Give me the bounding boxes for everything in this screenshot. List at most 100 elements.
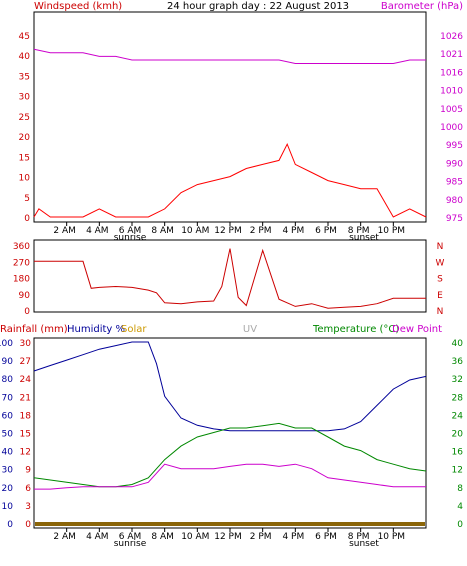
bottom-x-tick-label: 12 PM	[214, 532, 242, 542]
humidity-axis-label: Humidity %	[67, 324, 125, 335]
barometer-axis-label: Barometer (hPa)	[381, 1, 463, 12]
humidity-tick-label: 50	[2, 430, 14, 440]
direction-compass-tick: W	[436, 258, 445, 268]
barometer-tick-label: 1010	[440, 87, 463, 97]
direction-degree-tick: 180	[13, 275, 30, 285]
rainfall-tick-label: 6	[25, 484, 31, 494]
bottom-x-tick-label: 4 AM	[86, 532, 109, 542]
direction-degree-tick: 0	[24, 307, 30, 317]
temperature-tick-label: 4	[457, 502, 463, 512]
bottom-x-tick-label: 4 PM	[282, 532, 304, 542]
wind-tick-label: 15	[19, 153, 30, 163]
rainfall-axis-label: Rainfall (mm)	[0, 324, 68, 335]
barometer-tick-label: 990	[446, 159, 463, 169]
wind-tick-label: 20	[19, 133, 31, 143]
bottom-panel-frame	[33, 337, 427, 529]
top-x-tick-label: 12 PM	[214, 226, 242, 236]
rainfall-tick-label: 27	[20, 357, 31, 367]
top-x-tick-label: 2 AM	[53, 226, 76, 236]
humidity-line	[33, 341, 427, 432]
rainfall-tick-label: 9	[25, 466, 31, 476]
temperature-tick-label: 40	[452, 339, 464, 349]
rainfall-tick-label: 0	[25, 520, 31, 530]
wind-direction-line	[34, 248, 426, 309]
direction-degree-tick: 90	[19, 291, 31, 301]
direction-compass-tick: N	[437, 307, 444, 317]
barometer-line	[33, 48, 426, 64]
dewpoint-line	[34, 463, 426, 490]
rainfall-bar	[35, 522, 425, 526]
barometer-tick-label: 995	[446, 141, 463, 151]
wind-tick-label: 10	[19, 174, 31, 184]
barometer-tick-label: 1021	[440, 50, 463, 60]
temperature-tick-label: 12	[452, 466, 463, 476]
bottom-x-tick-label: 8 AM	[151, 532, 174, 542]
humidity-tick-label: 70	[2, 393, 14, 403]
barometer-tick-label: 1000	[440, 123, 463, 133]
temperature-line	[33, 422, 427, 488]
rainfall-tick-label: 30	[20, 339, 32, 349]
barometer-tick-label: 1016	[440, 68, 463, 78]
bottom-x-tick-label: 2 PM	[250, 532, 272, 542]
wind-tick-label: 35	[19, 72, 30, 82]
bottom-sunrise-label: sunrise	[114, 539, 147, 549]
humidity-tick-label: 80	[2, 375, 14, 385]
rainfall-tick-label: 24	[20, 375, 32, 385]
windspeed-axis-label: Windspeed (kmh)	[34, 1, 122, 12]
rainfall-tick-label: 3	[25, 502, 31, 512]
top-x-tick-label: 8 PM	[348, 226, 370, 236]
barometer-tick-label: 1026	[440, 32, 463, 42]
rainfall-tick-label: 12	[20, 448, 31, 458]
humidity-tick-label: 60	[2, 411, 14, 421]
temperature-tick-label: 20	[452, 430, 464, 440]
top-x-tick-label: 6 PM	[315, 226, 337, 236]
direction-compass-tick: E	[437, 291, 443, 301]
top-sunset-label: sunset	[349, 233, 379, 243]
temperature-tick-label: 36	[452, 357, 464, 367]
temperature-tick-label: 32	[452, 375, 463, 385]
humidity-tick-label: 100	[0, 339, 13, 349]
bottom-x-tick-label: 2 AM	[53, 532, 76, 542]
top-sunrise-label: sunrise	[114, 233, 147, 243]
temperature-tick-label: 16	[452, 448, 464, 458]
rainfall-tick-label: 21	[20, 393, 31, 403]
humidity-tick-label: 0	[7, 520, 13, 530]
direction-degree-tick: 270	[13, 258, 30, 268]
temperature-tick-label: 24	[452, 411, 464, 421]
wind-tick-label: 45	[19, 32, 30, 42]
wind-tick-label: 30	[19, 93, 31, 103]
bottom-x-tick-label: 8 PM	[348, 532, 370, 542]
direction-degree-tick: 360	[13, 242, 30, 252]
top-panel-frame	[33, 11, 427, 223]
wind-tick-label: 5	[24, 194, 30, 204]
temperature-tick-label: 8	[457, 484, 463, 494]
wind-tick-label: 0	[24, 214, 30, 224]
rainfall-tick-label: 15	[20, 430, 31, 440]
middle-panel-frame	[33, 239, 427, 313]
solar-axis-label: Solar	[121, 324, 147, 335]
wind-tick-label: 40	[19, 52, 31, 62]
uv-axis-label: UV	[243, 324, 257, 335]
temperature-tick-label: 0	[457, 520, 463, 530]
bottom-x-tick-label: 10 AM	[181, 532, 209, 542]
bottom-x-tick-label: 6 AM	[119, 532, 142, 542]
bottom-x-tick-label: 10 PM	[378, 532, 406, 542]
top-x-tick-label: 4 AM	[86, 226, 109, 236]
barometer-tick-label: 1005	[440, 105, 463, 115]
rainfall-tick-label: 18	[20, 411, 32, 421]
top-x-tick-label: 10 AM	[181, 226, 209, 236]
top-x-tick-label: 4 PM	[282, 226, 304, 236]
top-x-tick-label: 10 PM	[378, 226, 406, 236]
top-x-tick-label: 2 PM	[250, 226, 272, 236]
humidity-tick-label: 90	[2, 357, 14, 367]
humidity-tick-label: 10	[2, 502, 14, 512]
top-x-tick-label: 8 AM	[151, 226, 174, 236]
humidity-tick-label: 20	[2, 484, 14, 494]
bottom-x-tick-label: 6 PM	[315, 532, 337, 542]
barometer-tick-label: 985	[446, 178, 463, 188]
barometer-tick-label: 980	[446, 196, 463, 206]
direction-compass-tick: N	[437, 242, 444, 252]
barometer-tick-label: 975	[446, 214, 463, 224]
top-x-tick-label: 6 AM	[119, 226, 142, 236]
